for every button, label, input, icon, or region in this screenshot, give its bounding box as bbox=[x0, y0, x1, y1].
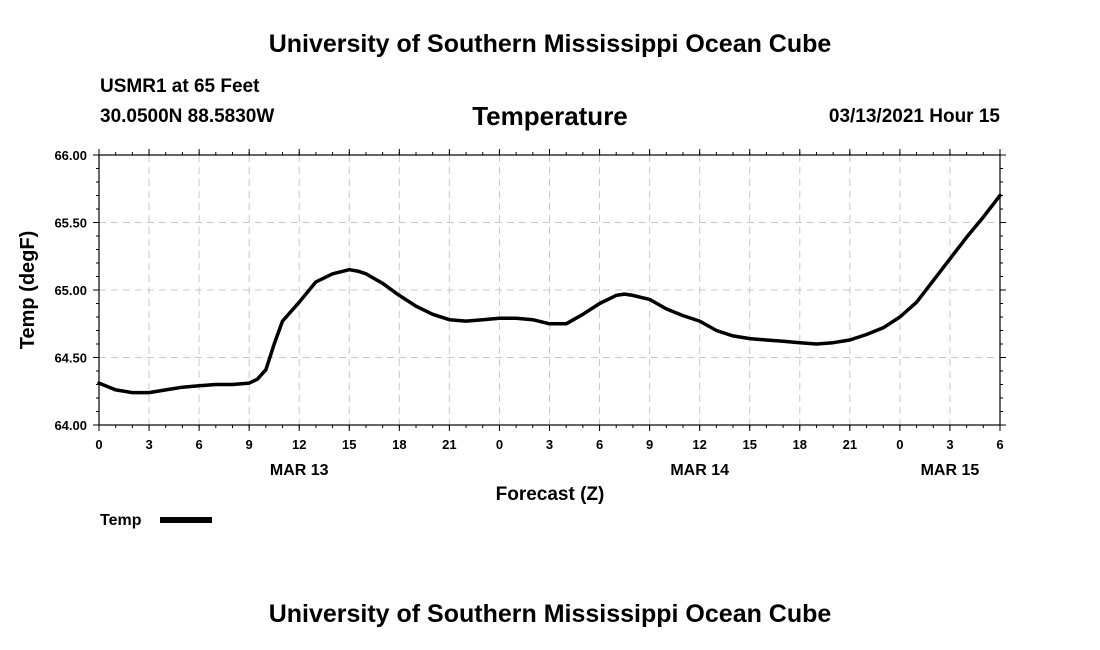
x-tick-label: 0 bbox=[496, 437, 503, 452]
x-tick-label: 0 bbox=[896, 437, 903, 452]
x-tick-label: 6 bbox=[996, 437, 1003, 452]
x-tick-label: 12 bbox=[292, 437, 306, 452]
y-tick-label: 65.50 bbox=[54, 216, 87, 231]
x-tick-label: 6 bbox=[195, 437, 202, 452]
x-date-label: MAR 13 bbox=[270, 462, 329, 479]
x-tick-label: 15 bbox=[742, 437, 756, 452]
x-tick-label: 3 bbox=[546, 437, 553, 452]
y-axis-label: Temp (degF) bbox=[17, 231, 39, 350]
x-tick-label: 21 bbox=[442, 437, 456, 452]
x-tick-label: 3 bbox=[946, 437, 953, 452]
main-title: University of Southern Mississippi Ocean… bbox=[268, 30, 832, 58]
x-tick-label: 15 bbox=[342, 437, 356, 452]
y-tick-label: 64.00 bbox=[54, 418, 87, 433]
x-tick-label: 18 bbox=[392, 437, 406, 452]
x-tick-label: 18 bbox=[793, 437, 807, 452]
x-date-label: MAR 15 bbox=[921, 462, 980, 479]
x-tick-label: 9 bbox=[246, 437, 253, 452]
chart-title: Temperature bbox=[472, 101, 628, 131]
legend: Temp bbox=[100, 512, 212, 529]
x-tick-label: 21 bbox=[843, 437, 857, 452]
footer-title: University of Southern Mississippi Ocean… bbox=[268, 600, 832, 628]
station-name: USMR1 at 65 Feet bbox=[100, 76, 260, 97]
y-tick-label: 65.00 bbox=[54, 283, 87, 298]
forecast-timestamp: 03/13/2021 Hour 15 bbox=[828, 106, 1000, 127]
legend-label-temp: Temp bbox=[100, 512, 142, 529]
temp-series-line bbox=[97, 193, 1002, 395]
x-tick-label: 12 bbox=[692, 437, 706, 452]
station-coords: 30.0500N 88.5830W bbox=[100, 106, 275, 127]
axis-labels: 64.00 64.50 65.00 65.50 66.00 0 3 6 9 12 15 18 21 0 3 6… bbox=[54, 148, 1003, 479]
y-tick-label: 66.00 bbox=[54, 148, 87, 163]
x-axis-label: Forecast (Z) bbox=[496, 484, 605, 505]
x-tick-label: 3 bbox=[145, 437, 152, 452]
x-tick-label: 6 bbox=[596, 437, 603, 452]
y-tick-label: 64.50 bbox=[54, 351, 87, 366]
plot-frame bbox=[98, 154, 1001, 426]
x-tick-label: 9 bbox=[646, 437, 653, 452]
x-date-label: MAR 14 bbox=[670, 462, 729, 479]
grid-lines bbox=[99, 155, 1000, 425]
x-tick-label: 0 bbox=[95, 437, 102, 452]
